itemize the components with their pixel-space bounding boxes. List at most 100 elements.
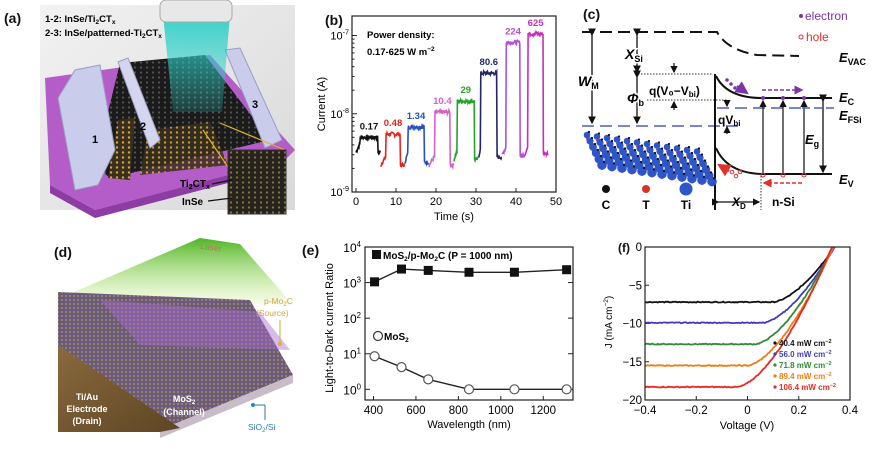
- y-axis-label: Current (A): [316, 77, 328, 131]
- atom-ti: [617, 163, 627, 173]
- atom-ti: [676, 150, 684, 159]
- electrode-1: [57, 64, 116, 191]
- channel-label-line-1: MoS2: [173, 394, 196, 406]
- atom-ti: [583, 131, 591, 139]
- x-tick-label: 1000: [488, 405, 514, 417]
- atom-c: [626, 153, 630, 156]
- electron-legend-dot: [799, 14, 803, 18]
- atom-c: [686, 162, 690, 165]
- phi-b-label: Φb: [627, 90, 645, 108]
- series-line-224: [501, 38, 526, 159]
- x-tick-label: 50: [550, 196, 562, 208]
- x-tick-label: 400: [364, 405, 383, 417]
- atom-c: [659, 163, 663, 167]
- atom-c: [597, 132, 601, 135]
- legend-marker: [773, 363, 777, 367]
- atom-c: [612, 162, 616, 165]
- x-tick-label: −0.2: [685, 405, 708, 417]
- x-tick-label: 0: [353, 196, 359, 208]
- atom-c: [642, 166, 646, 170]
- atom-ti: [613, 136, 621, 143]
- series-line-40.4: [644, 246, 836, 304]
- atom-c: [700, 153, 704, 156]
- laser-label: Laser: [200, 241, 223, 254]
- legend-label-mos2: MoS2: [384, 332, 409, 344]
- panel-f: −0.4 −0.2 0 0.2 0.4 0 −5 −10 −15 −20 40.4 mW cm−2…: [590, 230, 882, 458]
- legend-label-mos2-mo2c: MoS2/p-Mo2C (P = 1000 nm): [383, 251, 513, 263]
- atom-c: [619, 157, 623, 161]
- legend-label: 89.4 mW cm−2: [779, 372, 832, 381]
- inset-label-ti2ctx: Ti2CTx: [180, 179, 210, 191]
- legend-marker: [773, 352, 777, 356]
- e-v-label: EV: [839, 172, 854, 189]
- panel-a: 1-2: InSe/Ti2CTx 2-3: InSe/patterned-Ti2…: [0, 0, 295, 230]
- atom-c: [702, 175, 706, 179]
- y-tick-label: 102: [343, 311, 361, 326]
- n-si-label: n-Si: [772, 195, 795, 209]
- atom-c: [649, 162, 653, 165]
- hole-legend-label: hole: [806, 30, 829, 44]
- atom-label-c: C: [602, 198, 611, 212]
- panel-d: Laser p-Mo2C (Source) Ti/Au Electrode (D…: [0, 230, 300, 458]
- atom-c: [670, 148, 674, 152]
- atom-c: [697, 147, 701, 150]
- atom-c: [690, 151, 694, 155]
- legend-marker: [773, 374, 777, 378]
- atom-c: [703, 159, 707, 162]
- y-tick-label: 10-7: [330, 29, 349, 43]
- series-line: [374, 355, 567, 391]
- inset-arrow: [211, 179, 233, 185]
- atom-c: [603, 144, 607, 147]
- atom-ti: [626, 143, 634, 151]
- data-point-square: [562, 265, 572, 275]
- plot-frame: [351, 15, 557, 193]
- electron: [781, 96, 785, 100]
- data-label: 1.34: [407, 111, 426, 122]
- annotation-power-range: 0.17-625 W m−2: [367, 46, 435, 58]
- data-label: 0.48: [384, 118, 403, 129]
- series-line-29: [453, 96, 479, 163]
- mxene-lattice-illustration: [583, 130, 717, 187]
- atom-c: [590, 136, 594, 140]
- data-point-square: [423, 265, 433, 275]
- electron: [725, 78, 729, 82]
- legend-marker: [773, 341, 777, 345]
- hole: [760, 172, 766, 178]
- electron: [802, 96, 806, 100]
- plot-frame: [644, 246, 851, 401]
- atom-c: [647, 139, 651, 143]
- y-tick-label: 10-8: [330, 107, 349, 121]
- y-tick-label: −20: [622, 395, 642, 407]
- atom-c: [643, 150, 647, 153]
- atom-c: [633, 148, 637, 152]
- atom-ti: [687, 173, 697, 184]
- atom-c: [620, 141, 624, 144]
- atom-ti: [657, 169, 667, 179]
- legend-line-1: 1-2: InSe/Ti2CTx: [45, 14, 116, 26]
- y-axis-label: Light-to-Dark current Ratio: [324, 263, 336, 393]
- x-axis-label: Wavelength (nm): [427, 419, 510, 431]
- q-v0-vbi-label: q(V₀−Vbi): [649, 84, 700, 99]
- atom-c: [637, 138, 641, 141]
- atom-ti: [616, 141, 624, 150]
- x-tick-label: 0: [744, 405, 750, 417]
- atom-c: [709, 171, 713, 174]
- legend-label: 56.0 mW cm−2: [779, 350, 832, 359]
- panel-label-b: (b): [325, 12, 343, 28]
- atom-ti: [647, 167, 657, 178]
- atom-legend-t: [642, 185, 650, 193]
- atom-c: [593, 142, 597, 146]
- data-point-square: [509, 267, 519, 277]
- atom-c: [687, 145, 691, 149]
- atom-legend-c: [602, 185, 610, 193]
- atom-label-ti: Ti: [681, 198, 691, 212]
- atom-c: [610, 139, 614, 143]
- atom-c: [627, 136, 631, 140]
- atom-c: [679, 166, 683, 170]
- atom-c: [656, 157, 660, 161]
- data-point-circle: [509, 384, 520, 395]
- ti-au-electrode: [58, 345, 180, 432]
- x-tick-label: 800: [449, 405, 468, 417]
- electrode-label-2: 2: [140, 121, 146, 133]
- legend-marker: [773, 385, 777, 389]
